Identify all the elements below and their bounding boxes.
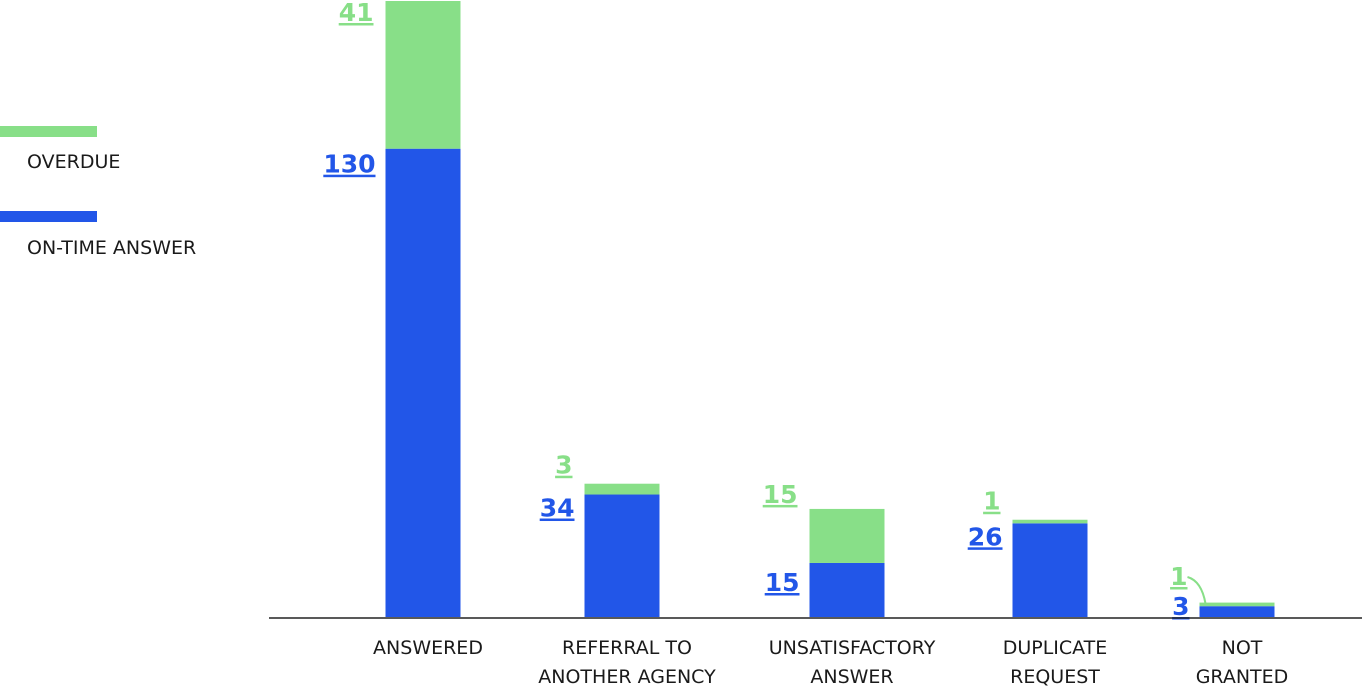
legend-label-0: OVERDUE <box>27 151 120 173</box>
bar-overdue-0 <box>385 1 461 149</box>
category-label-1-line-1: ANOTHER AGENCY <box>538 666 716 688</box>
category-label-0-line-0: ANSWERED <box>373 637 483 659</box>
value-label-on-time-2: 15 <box>765 568 800 597</box>
category-label-group: ANSWERED REFERRAL TO ANOTHER AGENCY UNSATIS… <box>373 637 1288 688</box>
bar-on-time-0 <box>385 148 461 617</box>
category-label-4-line-1: GRANTED <box>1196 666 1289 688</box>
bar-overdue-1 <box>584 483 660 495</box>
bar-on-time-4 <box>1199 606 1275 617</box>
chart-legend: OVERDUE ON-TIME ANSWER <box>0 126 196 259</box>
legend-swatch-1 <box>0 211 97 222</box>
value-label-overdue-4: 1 <box>1170 562 1187 591</box>
category-label-3-line-1: REQUEST <box>1010 666 1100 688</box>
category-label-4-line-0: NOT <box>1222 637 1263 659</box>
bar-on-time-1 <box>584 494 660 617</box>
category-label-2-line-1: ANSWER <box>810 666 893 688</box>
category-label-2-line-0: UNSATISFACTORY <box>769 637 936 659</box>
legend-label-1: ON-TIME ANSWER <box>27 237 196 259</box>
legend-swatch-0 <box>0 126 97 137</box>
value-label-on-time-4: 3 <box>1172 592 1189 621</box>
bar-overdue-2 <box>809 508 885 563</box>
value-label-on-time-1: 34 <box>540 494 575 523</box>
category-label-3-line-0: DUPLICATE <box>1003 637 1108 659</box>
bar-on-time-2 <box>809 562 885 617</box>
bar-group <box>385 1 1275 617</box>
bar-on-time-3 <box>1012 523 1088 617</box>
value-label-overdue-1: 3 <box>555 451 572 480</box>
bar-overdue-3 <box>1012 519 1088 524</box>
bar-overdue-4 <box>1199 602 1275 607</box>
value-label-overdue-0: 41 <box>339 0 374 27</box>
value-label-overdue-2: 15 <box>763 480 798 509</box>
value-label-on-time-3: 26 <box>968 522 1003 551</box>
category-label-1-line-0: REFERRAL TO <box>562 637 692 659</box>
value-label-overdue-3: 1 <box>983 487 1000 516</box>
value-label-on-time-0: 130 <box>323 150 375 179</box>
leader-line-overdue-4 <box>1187 576 1207 604</box>
